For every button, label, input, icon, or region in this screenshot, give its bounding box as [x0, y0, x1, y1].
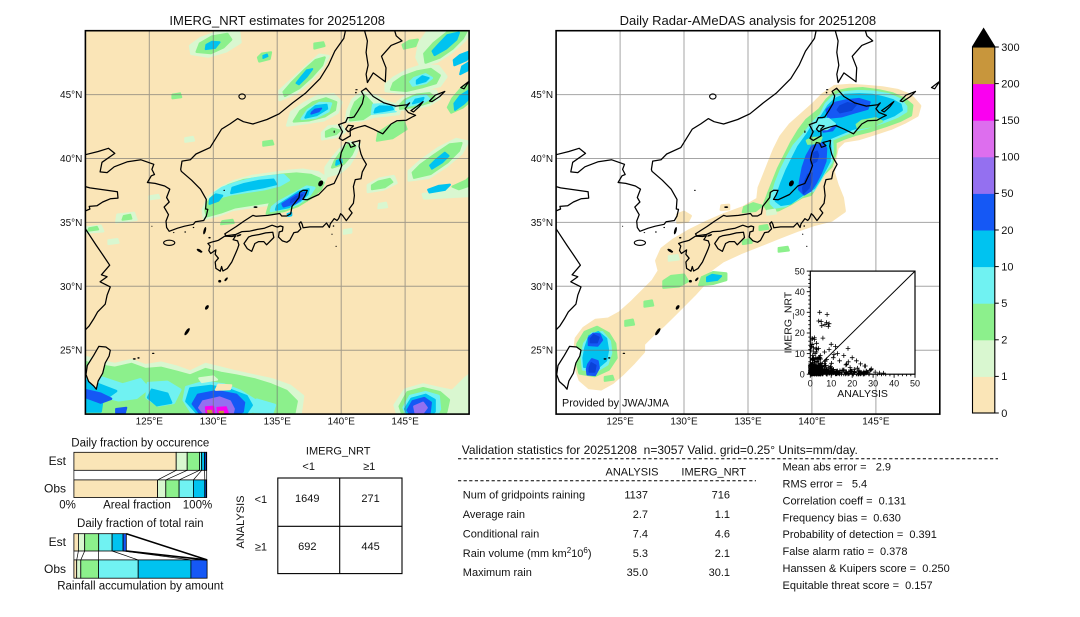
svg-text:30: 30	[795, 308, 805, 318]
svg-text:Rain volume (mm km2106): Rain volume (mm km2106)	[463, 546, 592, 560]
svg-text:30°N: 30°N	[531, 282, 553, 293]
svg-text:130°E: 130°E	[670, 417, 698, 428]
svg-text:IMERG_NRT estimates for 202512: IMERG_NRT estimates for 20251208	[169, 13, 385, 28]
svg-text:716: 716	[712, 490, 730, 502]
svg-text:IMERG_NRT: IMERG_NRT	[306, 446, 371, 458]
svg-text:135°E: 135°E	[264, 417, 292, 428]
svg-text:50: 50	[1001, 188, 1013, 200]
svg-text:Areal fraction: Areal fraction	[103, 500, 171, 512]
svg-text:ANALYSIS: ANALYSIS	[837, 388, 888, 400]
svg-text:False alarm ratio = 0.378: False alarm ratio = 0.378	[783, 546, 908, 558]
svg-text:130°E: 130°E	[200, 417, 228, 428]
svg-text:10: 10	[826, 379, 836, 389]
svg-text:135°E: 135°E	[734, 417, 762, 428]
svg-text:7.4: 7.4	[633, 528, 648, 540]
svg-text:2: 2	[1001, 335, 1007, 347]
svg-text:ANALYSIS: ANALYSIS	[606, 467, 659, 479]
svg-text:30.1: 30.1	[709, 567, 730, 579]
svg-text:0: 0	[808, 379, 813, 389]
svg-text:≥1: ≥1	[363, 461, 375, 473]
svg-text:692: 692	[298, 541, 316, 553]
svg-text:45°N: 45°N	[531, 90, 553, 101]
svg-text:4.6: 4.6	[715, 528, 730, 540]
svg-text:150: 150	[1001, 115, 1019, 127]
svg-text:1649: 1649	[295, 493, 319, 505]
svg-text:Rainfall accumulation by amoun: Rainfall accumulation by amount	[57, 581, 224, 593]
svg-text:1137: 1137	[624, 490, 648, 502]
svg-text:Num of gridpoints raining: Num of gridpoints raining	[463, 490, 585, 502]
svg-text:445: 445	[361, 541, 379, 553]
svg-text:145°E: 145°E	[862, 417, 890, 428]
svg-text:50: 50	[795, 266, 805, 276]
svg-text:35°N: 35°N	[60, 218, 82, 229]
svg-text:Correlation coeff = 0.131: Correlation coeff = 0.131	[783, 495, 907, 507]
svg-text:Maximum rain: Maximum rain	[463, 567, 532, 579]
svg-text:2.1: 2.1	[715, 548, 730, 560]
svg-text:20: 20	[795, 328, 805, 338]
svg-text:IMERG_NRT: IMERG_NRT	[681, 467, 746, 479]
svg-text:40°N: 40°N	[60, 154, 82, 165]
svg-text:1: 1	[1001, 371, 1007, 383]
svg-text:145°E: 145°E	[391, 417, 419, 428]
svg-text:Daily fraction by occurence: Daily fraction by occurence	[71, 438, 209, 450]
svg-text:140°E: 140°E	[798, 417, 826, 428]
svg-text:45°N: 45°N	[60, 90, 82, 101]
svg-text:ANALYSIS: ANALYSIS	[235, 496, 247, 549]
svg-text:Mean abs error = 2.9: Mean abs error = 2.9	[783, 462, 892, 474]
svg-text:IMERG_NRT: IMERG_NRT	[783, 291, 795, 353]
svg-text:Equitable threat score = 0.15: Equitable threat score = 0.157	[783, 580, 933, 592]
svg-text:10: 10	[1001, 261, 1013, 273]
svg-text:Probability of detection = 0.: Probability of detection = 0.391	[783, 529, 937, 541]
svg-text:Daily fraction of total rain: Daily fraction of total rain	[77, 518, 204, 530]
svg-text:125°E: 125°E	[606, 417, 634, 428]
svg-text:40: 40	[795, 287, 805, 297]
svg-text:100%: 100%	[183, 500, 212, 512]
svg-text:40: 40	[889, 379, 899, 389]
svg-text:Validation statistics for 2025: Validation statistics for 20251208 n=305…	[462, 443, 858, 457]
svg-text:50: 50	[910, 379, 920, 389]
svg-text:Conditional rain: Conditional rain	[463, 528, 539, 540]
svg-text:Est: Est	[49, 454, 67, 468]
svg-text:271: 271	[361, 493, 379, 505]
svg-text:1.1: 1.1	[715, 509, 730, 521]
svg-text:Obs: Obs	[44, 562, 66, 576]
svg-text:25°N: 25°N	[531, 346, 553, 357]
svg-text:140°E: 140°E	[328, 417, 356, 428]
svg-text:RMS error = 5.4: RMS error = 5.4	[783, 479, 868, 491]
svg-text:5.3: 5.3	[633, 548, 648, 560]
svg-text:0: 0	[1001, 408, 1007, 420]
svg-text:35°N: 35°N	[531, 218, 553, 229]
svg-text:Daily Radar-AMeDAS analysis fo: Daily Radar-AMeDAS analysis for 20251208	[620, 13, 877, 28]
svg-text:40°N: 40°N	[531, 154, 553, 165]
svg-text:<1: <1	[255, 494, 268, 506]
svg-text:100: 100	[1001, 152, 1019, 164]
svg-text:20: 20	[1001, 225, 1013, 237]
svg-text:<1: <1	[302, 461, 315, 473]
svg-text:Average rain: Average rain	[463, 509, 525, 521]
svg-text:35.0: 35.0	[627, 567, 648, 579]
svg-text:5: 5	[1001, 298, 1007, 310]
svg-text:Frequency bias = 0.630: Frequency bias = 0.630	[783, 512, 901, 524]
svg-text:0%: 0%	[59, 500, 76, 512]
svg-text:Provided by JWA/JMA: Provided by JWA/JMA	[562, 398, 670, 410]
svg-text:2.7: 2.7	[633, 509, 648, 521]
svg-text:25°N: 25°N	[60, 346, 82, 357]
svg-text:30°N: 30°N	[60, 282, 82, 293]
svg-text:≥1: ≥1	[255, 542, 267, 554]
svg-text:300: 300	[1001, 42, 1019, 54]
svg-text:0: 0	[800, 369, 805, 379]
svg-text:Est: Est	[49, 535, 67, 549]
svg-text:10: 10	[795, 349, 805, 359]
svg-text:125°E: 125°E	[136, 417, 164, 428]
svg-text:200: 200	[1001, 78, 1019, 90]
svg-text:Obs: Obs	[44, 482, 66, 496]
svg-text:Hanssen & Kuipers score = 0.2: Hanssen & Kuipers score = 0.250	[783, 563, 950, 575]
